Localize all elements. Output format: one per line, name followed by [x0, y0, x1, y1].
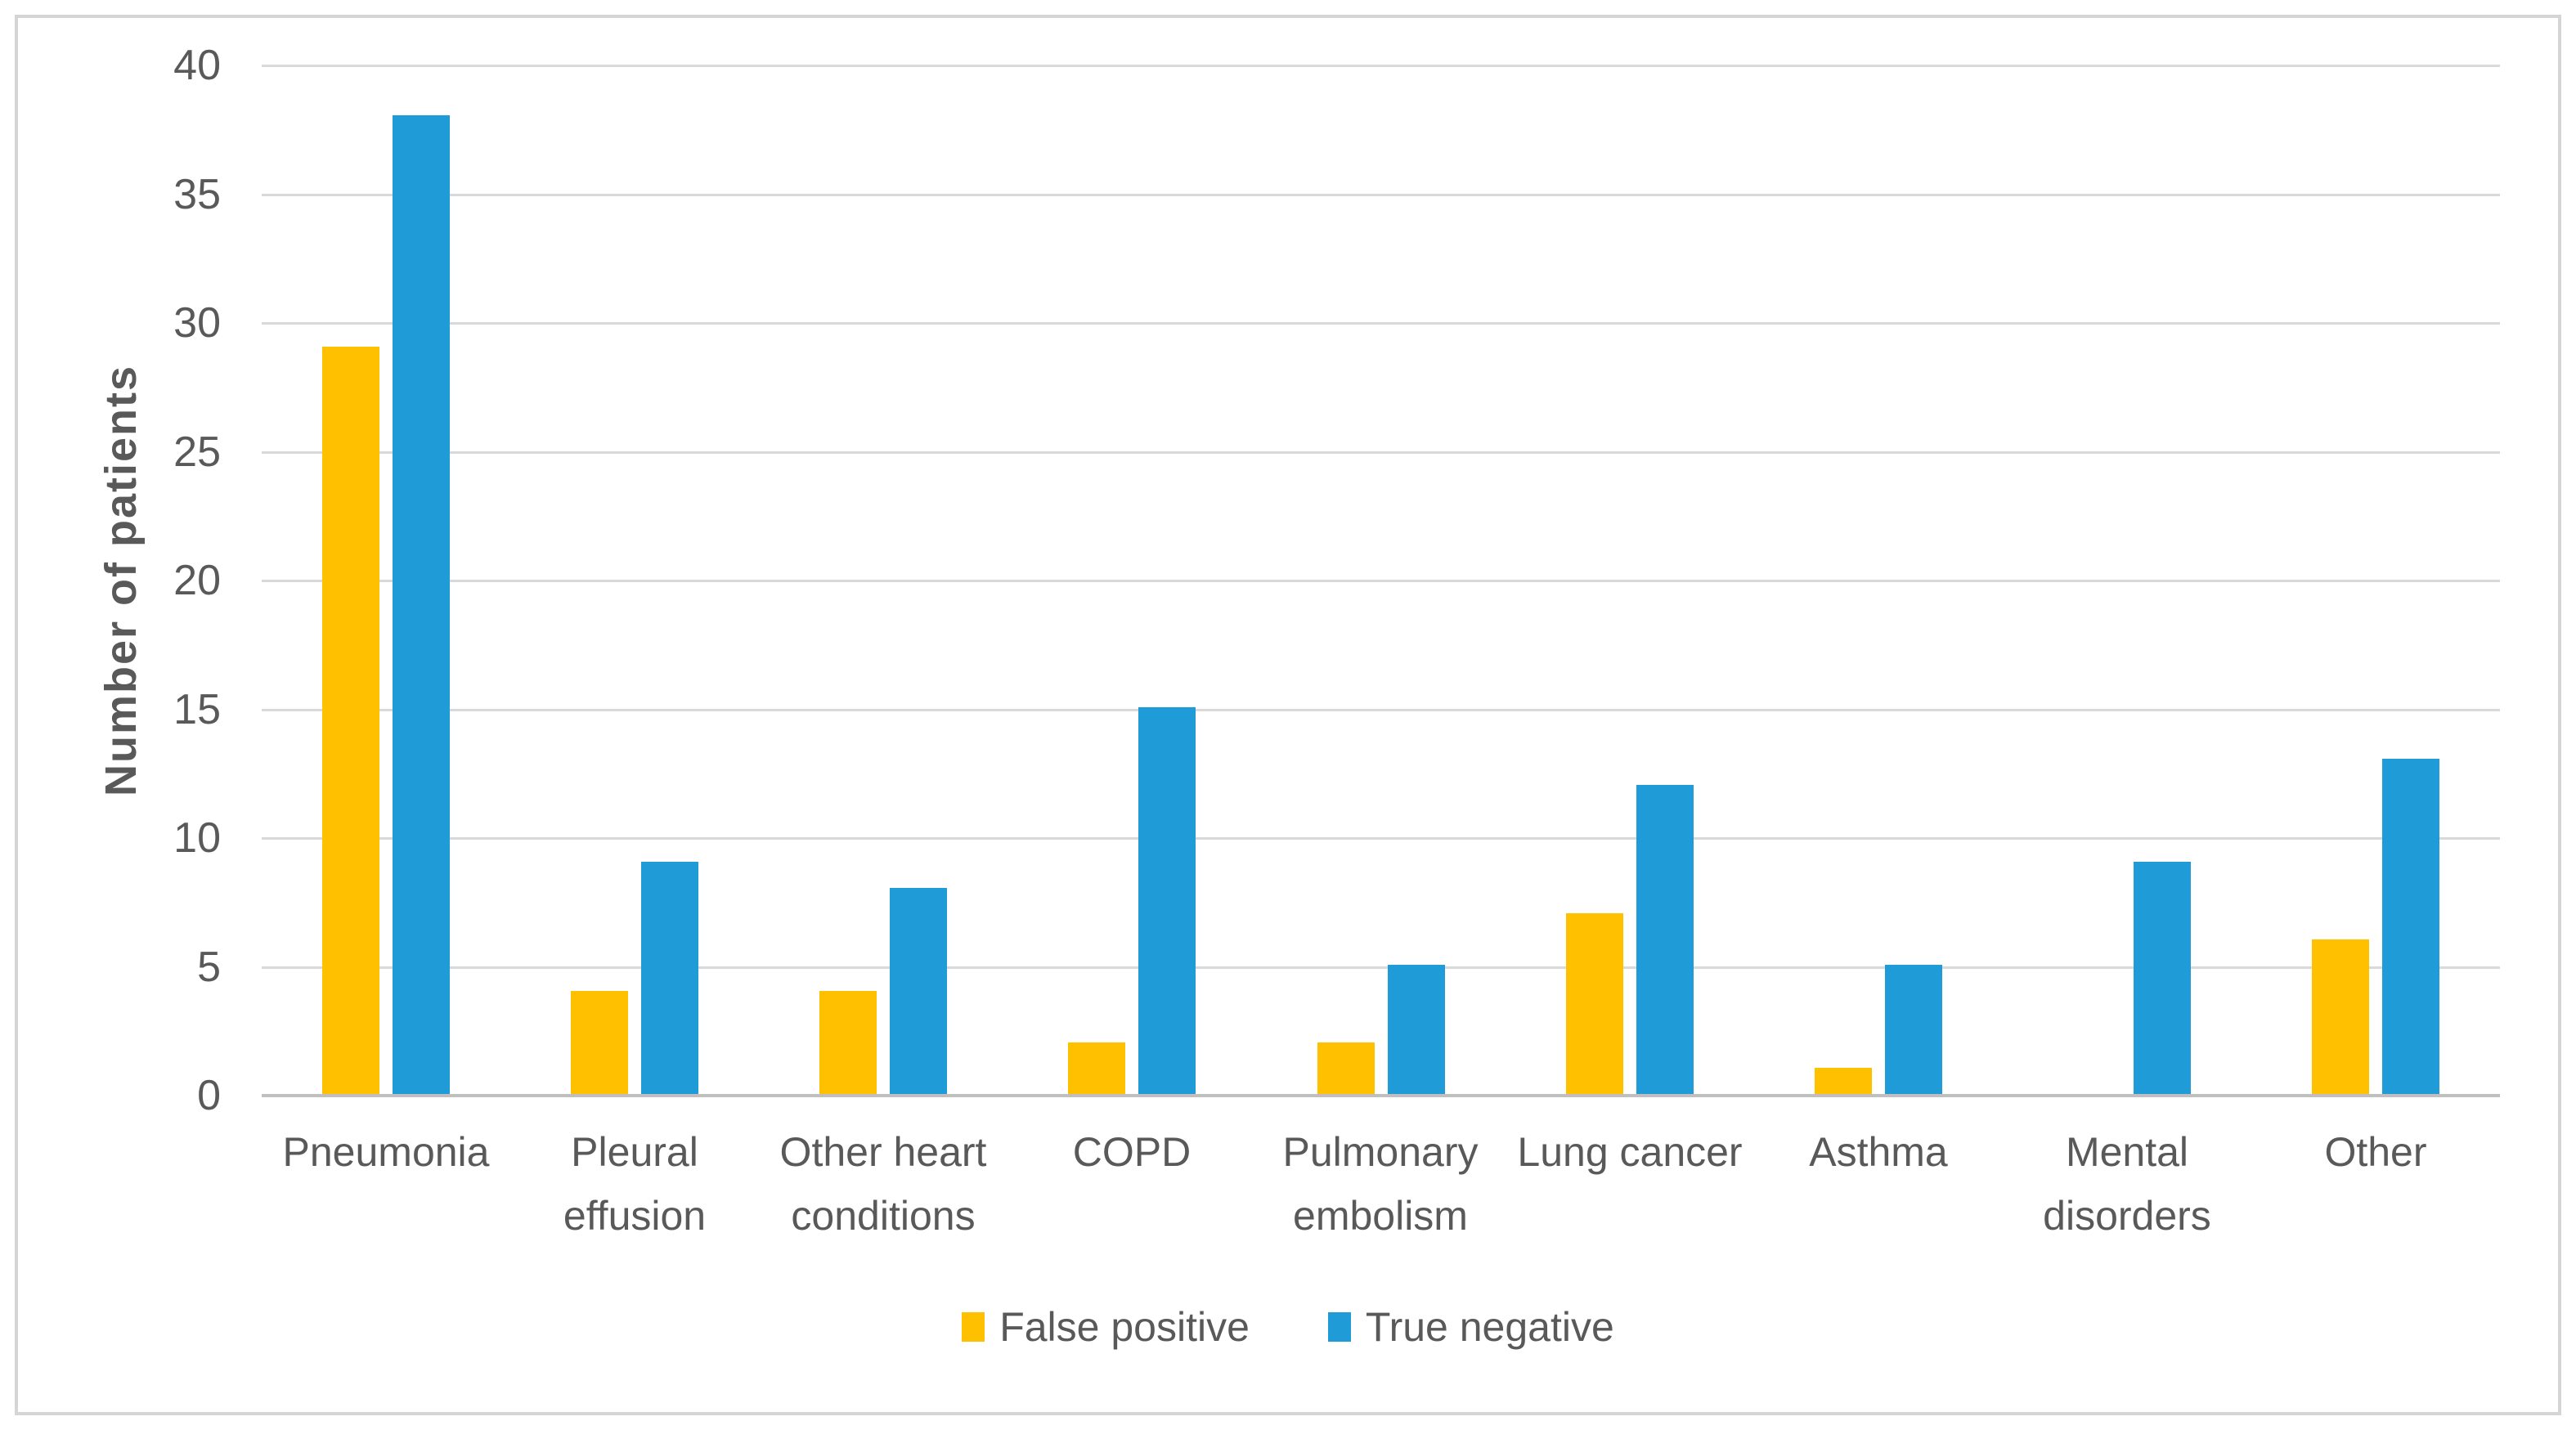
bar-false-positive-other: [2312, 939, 2369, 1094]
y-tick-label-15: 15: [173, 686, 221, 733]
bar-true-negative-copd: [1138, 707, 1196, 1094]
legend-label: False positive: [999, 1304, 1250, 1350]
x-category-label-pulmonary-embolism: Pulmonary embolism: [1282, 1129, 1479, 1239]
gridline-10: [262, 837, 2500, 840]
y-tick-label-40: 40: [173, 42, 221, 89]
legend: False positive True negative: [18, 1303, 2558, 1351]
y-tick-label-20: 20: [173, 557, 221, 604]
y-tick-label-30: 30: [173, 299, 221, 347]
gridline-25: [262, 451, 2500, 454]
x-category-label-pneumonia: Pneumonia: [282, 1129, 490, 1175]
bar-true-negative-mental-disorders: [2134, 862, 2191, 1094]
y-tick-label-10: 10: [173, 814, 221, 862]
legend-swatch-icon: [962, 1312, 985, 1342]
x-category-label-pleural-effusion: Pleural effusion: [563, 1129, 707, 1239]
gridline-20: [262, 580, 2500, 582]
legend-item-true-negative: True negative: [1327, 1303, 1614, 1351]
x-category-label-other-heart-conditions: Other heart conditions: [779, 1129, 987, 1239]
gridline-15: [262, 708, 2500, 711]
y-tick-label-25: 25: [173, 428, 221, 476]
legend-label: True negative: [1365, 1304, 1614, 1350]
bar-true-negative-pneumonia: [393, 115, 450, 1094]
bar-false-positive-asthma: [1815, 1068, 1872, 1094]
bar-true-negative-pleural-effusion: [641, 862, 698, 1094]
x-category-label-other: Other: [2324, 1129, 2427, 1175]
gridline-5: [262, 966, 2500, 969]
x-axis-line: [262, 1094, 2500, 1097]
bar-true-negative-other: [2382, 759, 2439, 1094]
gridline-35: [262, 193, 2500, 196]
chart-frame: Number of patients 0 5 10 15 20 25 30 35 40 Pneu…: [15, 15, 2561, 1415]
y-tick-label-35: 35: [173, 171, 221, 218]
bar-true-negative-lung-cancer: [1636, 785, 1694, 1094]
gridline-40: [262, 65, 2500, 67]
x-category-label-lung-cancer: Lung cancer: [1517, 1129, 1743, 1175]
y-tick-label-5: 5: [197, 944, 221, 991]
bar-false-positive-pneumonia: [322, 347, 379, 1094]
bar-false-positive-pulmonary-embolism: [1317, 1042, 1375, 1094]
bar-true-negative-asthma: [1885, 965, 1942, 1094]
legend-item-false-positive: False positive: [962, 1303, 1250, 1351]
y-tick-label-0: 0: [197, 1072, 221, 1119]
x-category-label-asthma: Asthma: [1809, 1129, 1948, 1175]
bar-false-positive-copd: [1068, 1042, 1125, 1094]
bar-false-positive-pleural-effusion: [571, 991, 628, 1094]
bar-false-positive-lung-cancer: [1566, 913, 1623, 1094]
bar-true-negative-other-heart-conditions: [890, 888, 947, 1094]
plot-area: [262, 65, 2500, 1097]
gridline-30: [262, 322, 2500, 325]
bar-true-negative-pulmonary-embolism: [1388, 965, 1445, 1094]
legend-swatch-icon: [1327, 1312, 1351, 1342]
x-category-label-mental-disorders: Mental disorders: [2043, 1129, 2211, 1239]
x-category-label-copd: COPD: [1072, 1129, 1192, 1175]
bar-false-positive-other-heart-conditions: [819, 991, 877, 1094]
